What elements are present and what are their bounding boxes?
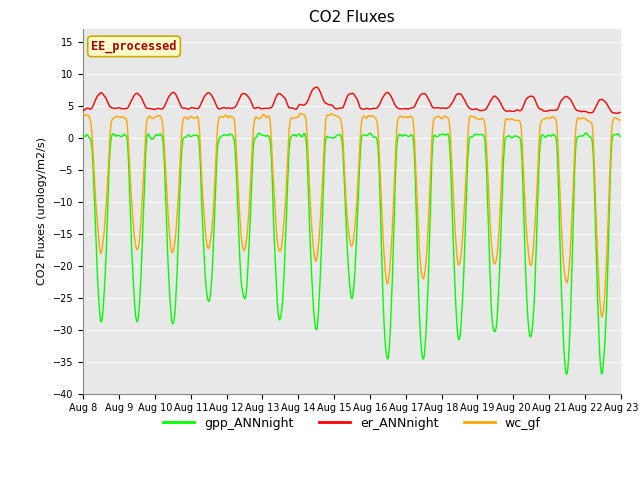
Legend: gpp_ANNnight, er_ANNnight, wc_gf: gpp_ANNnight, er_ANNnight, wc_gf xyxy=(158,412,546,435)
Y-axis label: CO2 Fluxes (urology/m2/s): CO2 Fluxes (urology/m2/s) xyxy=(37,137,47,285)
Title: CO2 Fluxes: CO2 Fluxes xyxy=(309,10,395,25)
Text: EE_processed: EE_processed xyxy=(92,40,177,53)
